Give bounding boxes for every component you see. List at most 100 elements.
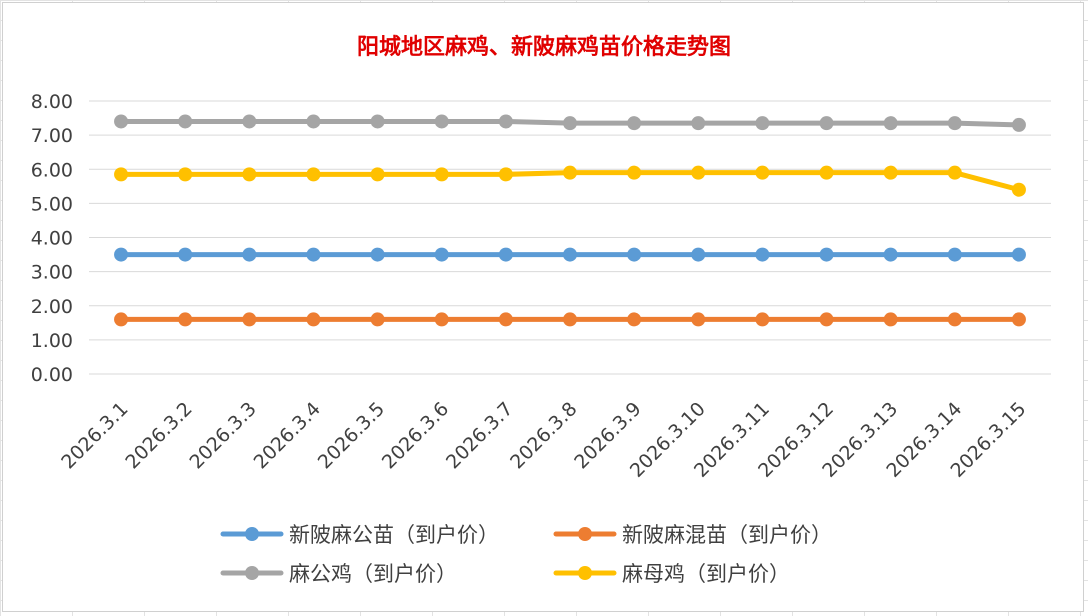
y-tick-label: 6.00 [31,159,73,181]
legend-item[interactable]: 新陂麻公苗（到户价） [220,523,499,547]
x-tick-label: 2026.3.1 [57,398,132,473]
data-point[interactable] [947,312,962,327]
data-point[interactable] [498,114,513,129]
line-chart: 阳城地区麻鸡、新陂麻鸡苗价格走势图 0.00 1.00 2.00 3.00 4.00 5.… [31,34,1051,586]
data-point[interactable] [498,312,513,327]
data-point[interactable] [114,312,129,327]
data-point[interactable] [306,167,321,182]
y-tick-label: 7.00 [31,125,73,147]
legend-label: 新陂麻公苗（到户价） [289,523,499,547]
data-point[interactable] [1011,117,1026,132]
x-tick-label: 2026.3.4 [250,398,325,473]
data-point[interactable] [691,247,706,262]
legend-label: 新陂麻混苗（到户价） [622,523,832,547]
data-point[interactable] [178,312,193,327]
data-point[interactable] [370,167,385,182]
data-point[interactable] [178,247,193,262]
data-point[interactable] [178,167,193,182]
y-tick-label: 4.00 [31,228,73,250]
legend-item[interactable]: 麻母鸡（到户价） [553,562,790,586]
y-tick-label: 1.00 [31,330,73,352]
data-point[interactable] [114,114,129,129]
x-tick-label: 2026.3.8 [506,398,581,473]
data-point[interactable] [242,312,257,327]
data-point[interactable] [819,247,834,262]
data-point[interactable] [755,312,770,327]
legend-item[interactable]: 麻公鸡（到户价） [220,562,457,586]
data-point[interactable] [242,247,257,262]
legend-marker [245,566,259,580]
data-point[interactable] [242,114,257,129]
data-point[interactable] [691,116,706,131]
legend-label: 麻公鸡（到户价） [289,562,457,586]
data-point[interactable] [563,116,577,131]
chart-title: 阳城地区麻鸡、新陂麻鸡苗价格走势图 [357,34,731,60]
data-point[interactable] [819,116,834,131]
x-tick-label: 2026.3.2 [121,398,196,473]
data-point[interactable] [883,165,898,180]
data-point[interactable] [1011,182,1026,197]
data-point[interactable] [755,165,770,180]
y-axis-ticks: 0.00 1.00 2.00 3.00 4.00 5.00 6.00 7.00 8.00 [31,91,73,386]
data-point[interactable] [1011,247,1026,262]
x-tick-label: 2026.3.3 [185,398,260,473]
data-point[interactable] [370,312,385,327]
data-point[interactable] [242,167,257,182]
data-point[interactable] [627,165,642,180]
data-point[interactable] [947,165,962,180]
series-2 [114,114,1026,132]
legend-item[interactable]: 新陂麻混苗（到户价） [553,523,832,547]
gridlines [89,100,1051,375]
legend[interactable]: 新陂麻公苗（到户价） 新陂麻混苗（到户价） 麻公鸡（到户价） 麻母鸡（到户价） [220,523,832,586]
y-tick-label: 5.00 [31,193,73,215]
x-axis-ticks: 2026.3.12026.3.22026.3.32026.3.42026.3.5… [57,398,1030,482]
data-point[interactable] [691,165,706,180]
x-tick-label: 2026.3.6 [378,398,453,473]
data-point[interactable] [819,312,834,327]
data-point[interactable] [947,247,962,262]
data-point[interactable] [755,247,770,262]
data-point[interactable] [434,247,449,262]
data-point[interactable] [1011,312,1026,327]
y-tick-label: 8.00 [31,91,73,113]
legend-label: 麻母鸡（到户价） [622,562,790,586]
data-point[interactable] [306,247,321,262]
data-point[interactable] [627,116,642,131]
data-point[interactable] [755,116,770,131]
series-1 [114,312,1026,327]
legend-marker [578,527,592,541]
data-point[interactable] [306,114,321,129]
legend-marker [245,527,259,541]
data-point[interactable] [563,312,577,327]
data-point[interactable] [498,167,513,182]
data-point[interactable] [883,247,898,262]
data-point[interactable] [627,247,642,262]
data-point[interactable] [947,116,962,131]
y-tick-label: 3.00 [31,262,73,284]
data-point[interactable] [563,247,577,262]
data-point[interactable] [883,116,898,131]
data-point[interactable] [883,312,898,327]
data-point[interactable] [498,247,513,262]
data-point[interactable] [434,114,449,129]
y-tick-label: 2.00 [31,296,73,318]
data-point[interactable] [306,312,321,327]
data-point[interactable] [178,114,193,129]
data-point[interactable] [563,165,577,180]
data-point[interactable] [434,312,449,327]
series-3 [114,165,1026,197]
series-0 [114,247,1026,262]
data-point[interactable] [691,312,706,327]
data-point[interactable] [819,165,834,180]
legend-marker [578,566,592,580]
data-point[interactable] [434,167,449,182]
x-tick-label: 2026.3.7 [442,398,517,473]
data-point[interactable] [370,247,385,262]
series-lines [114,114,1026,327]
data-point[interactable] [627,312,642,327]
x-tick-label: 2026.3.5 [314,398,389,473]
data-point[interactable] [370,114,385,129]
data-point[interactable] [114,247,129,262]
data-point[interactable] [114,167,129,182]
